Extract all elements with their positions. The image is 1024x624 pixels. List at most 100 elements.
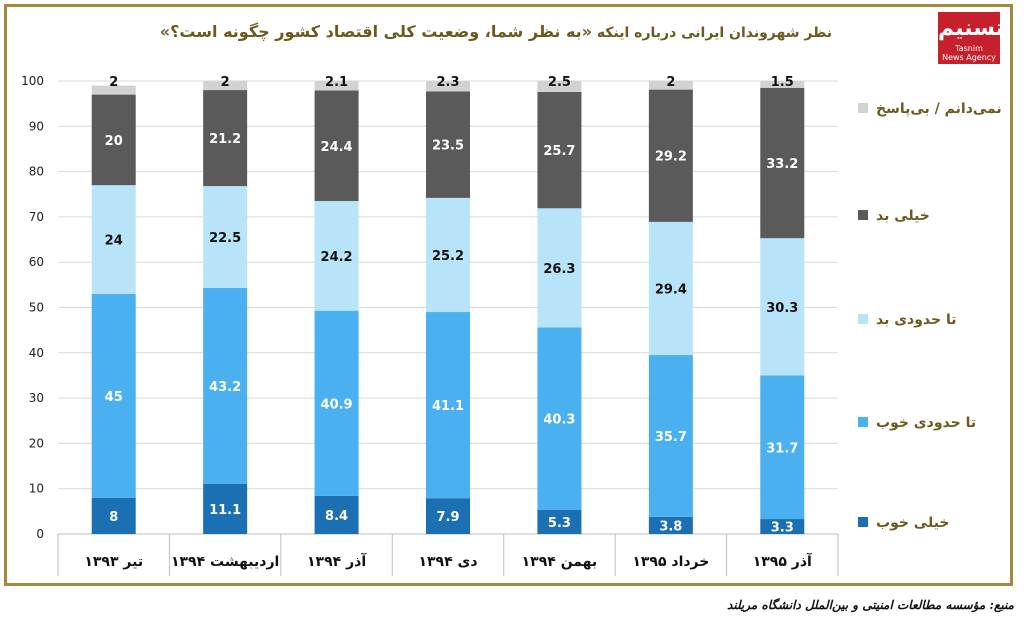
source-note: منبع: مؤسسه مطالعات امنیتی و بین‌الملل د… <box>727 598 1014 612</box>
bar-segment <box>426 91 470 198</box>
data-label: 21.2 <box>209 132 241 147</box>
x-tick-label: خرداد ۱۳۹۵ <box>632 554 709 570</box>
legend-swatch <box>858 103 868 113</box>
chart-title: نظر شهروندان ایرانی درباره اینکه «به نظر… <box>160 22 832 41</box>
data-label: 2.3 <box>436 75 459 90</box>
bar-segment <box>760 87 805 239</box>
data-label: 2 <box>221 75 230 90</box>
data-label: 23.5 <box>432 139 464 154</box>
title-question: «به نظر شما، وضعیت کلی اقتصاد کشور چگونه… <box>159 22 593 41</box>
data-label: 8 <box>109 510 118 525</box>
data-label: 29.2 <box>655 150 687 165</box>
bar-segment <box>314 310 359 496</box>
data-label: 41.1 <box>432 399 464 414</box>
bar-segment <box>537 509 582 534</box>
data-label: 33.2 <box>766 157 798 172</box>
bar-segment <box>203 288 248 484</box>
y-tick-label: 10 <box>29 482 44 496</box>
bar-segment <box>648 80 693 90</box>
bar-segment <box>314 90 359 202</box>
bar-segment <box>648 221 693 356</box>
data-label: 22.5 <box>209 231 241 246</box>
y-tick-label: 80 <box>29 165 44 179</box>
data-label: 35.7 <box>655 430 687 445</box>
bar-segment <box>91 94 136 186</box>
bar-segment <box>91 293 136 498</box>
data-label: 25.7 <box>543 144 575 159</box>
x-tick-label: آذر ۱۳۹۵ <box>753 552 813 570</box>
legend-swatch <box>858 417 868 427</box>
data-label: 2 <box>666 75 675 90</box>
data-label: 3.8 <box>659 519 682 534</box>
data-label: 2.5 <box>548 75 571 90</box>
x-tick-label: اردیبهشت ۱۳۹۴ <box>171 554 279 570</box>
data-label: 30.3 <box>766 301 798 316</box>
bar-segment <box>760 519 805 534</box>
y-tick-label: 40 <box>29 346 44 360</box>
bar-segment <box>426 498 470 534</box>
bar-segment <box>648 516 693 534</box>
legend-swatch <box>858 314 868 324</box>
title-prefix: نظر شهروندان ایرانی درباره اینکه <box>596 25 832 41</box>
y-tick-label: 100 <box>21 74 44 88</box>
bar-segment <box>537 327 582 510</box>
legend-label: خیلی بد <box>876 208 930 224</box>
bar-segment <box>537 80 582 92</box>
data-label: 31.7 <box>766 441 798 456</box>
bar-segment <box>537 91 582 209</box>
legend-label: نمی‌دانم / بی‌پاسخ <box>876 101 1002 117</box>
y-tick-label: 70 <box>29 210 44 224</box>
data-label: 8.4 <box>325 509 348 524</box>
bar-segment <box>648 89 693 222</box>
legend-label: تا حدودی بد <box>876 312 957 328</box>
y-tick-label: 60 <box>29 255 44 269</box>
data-label: 26.3 <box>543 262 575 277</box>
bar-segment <box>426 81 470 92</box>
bar-segment <box>760 238 805 376</box>
data-label: 29.4 <box>655 282 687 297</box>
y-tick-label: 90 <box>29 119 44 133</box>
y-tick-label: 30 <box>29 391 44 405</box>
data-label: 7.9 <box>436 510 459 525</box>
bar-segment <box>91 85 136 95</box>
logo-text: Tasnim <box>955 44 983 53</box>
data-label: 20 <box>105 134 123 149</box>
data-label: 25.2 <box>432 249 464 264</box>
data-label: 24.4 <box>321 140 353 155</box>
bar-segment <box>648 355 693 517</box>
bar-segment <box>314 81 359 91</box>
data-label: 40.9 <box>321 397 353 412</box>
data-label: 3.3 <box>771 521 794 536</box>
bar-segment <box>426 197 470 313</box>
data-label: 24 <box>105 234 123 249</box>
bar-segment <box>203 90 248 187</box>
logo-subtext: News Agency <box>942 53 996 62</box>
data-label: 40.3 <box>543 413 575 428</box>
bar-segment <box>203 186 248 289</box>
bar-segment <box>537 208 582 328</box>
data-label: 2 <box>109 75 118 90</box>
data-label: 43.2 <box>209 380 241 395</box>
bar-segment <box>426 312 470 499</box>
bar-segment <box>760 81 805 88</box>
y-tick-label: 50 <box>29 301 44 315</box>
x-tick-label: آذر ۱۳۹۴ <box>307 552 367 570</box>
bar-segment <box>91 497 136 534</box>
x-tick-label: بهمن ۱۳۹۴ <box>522 554 598 570</box>
legend-swatch <box>858 210 868 220</box>
tasnim-logo: تسنیم Tasnim News Agency <box>938 12 1004 64</box>
legend-label: تا حدودی خوب <box>876 415 976 431</box>
bar-segment <box>203 81 248 91</box>
data-label: 24.2 <box>321 250 353 265</box>
data-label: 1.5 <box>771 75 794 90</box>
legend-swatch <box>858 517 868 527</box>
data-label: 5.3 <box>548 516 571 531</box>
y-tick-label: 0 <box>36 527 44 541</box>
x-tick-label: تیر ۱۳۹۳ <box>84 554 143 570</box>
data-label: 11.1 <box>209 503 241 518</box>
bar-segment <box>203 483 248 534</box>
x-tick-label: دی ۱۳۹۴ <box>418 554 477 570</box>
bar-segment <box>91 185 136 294</box>
data-label: 2.1 <box>325 75 348 90</box>
